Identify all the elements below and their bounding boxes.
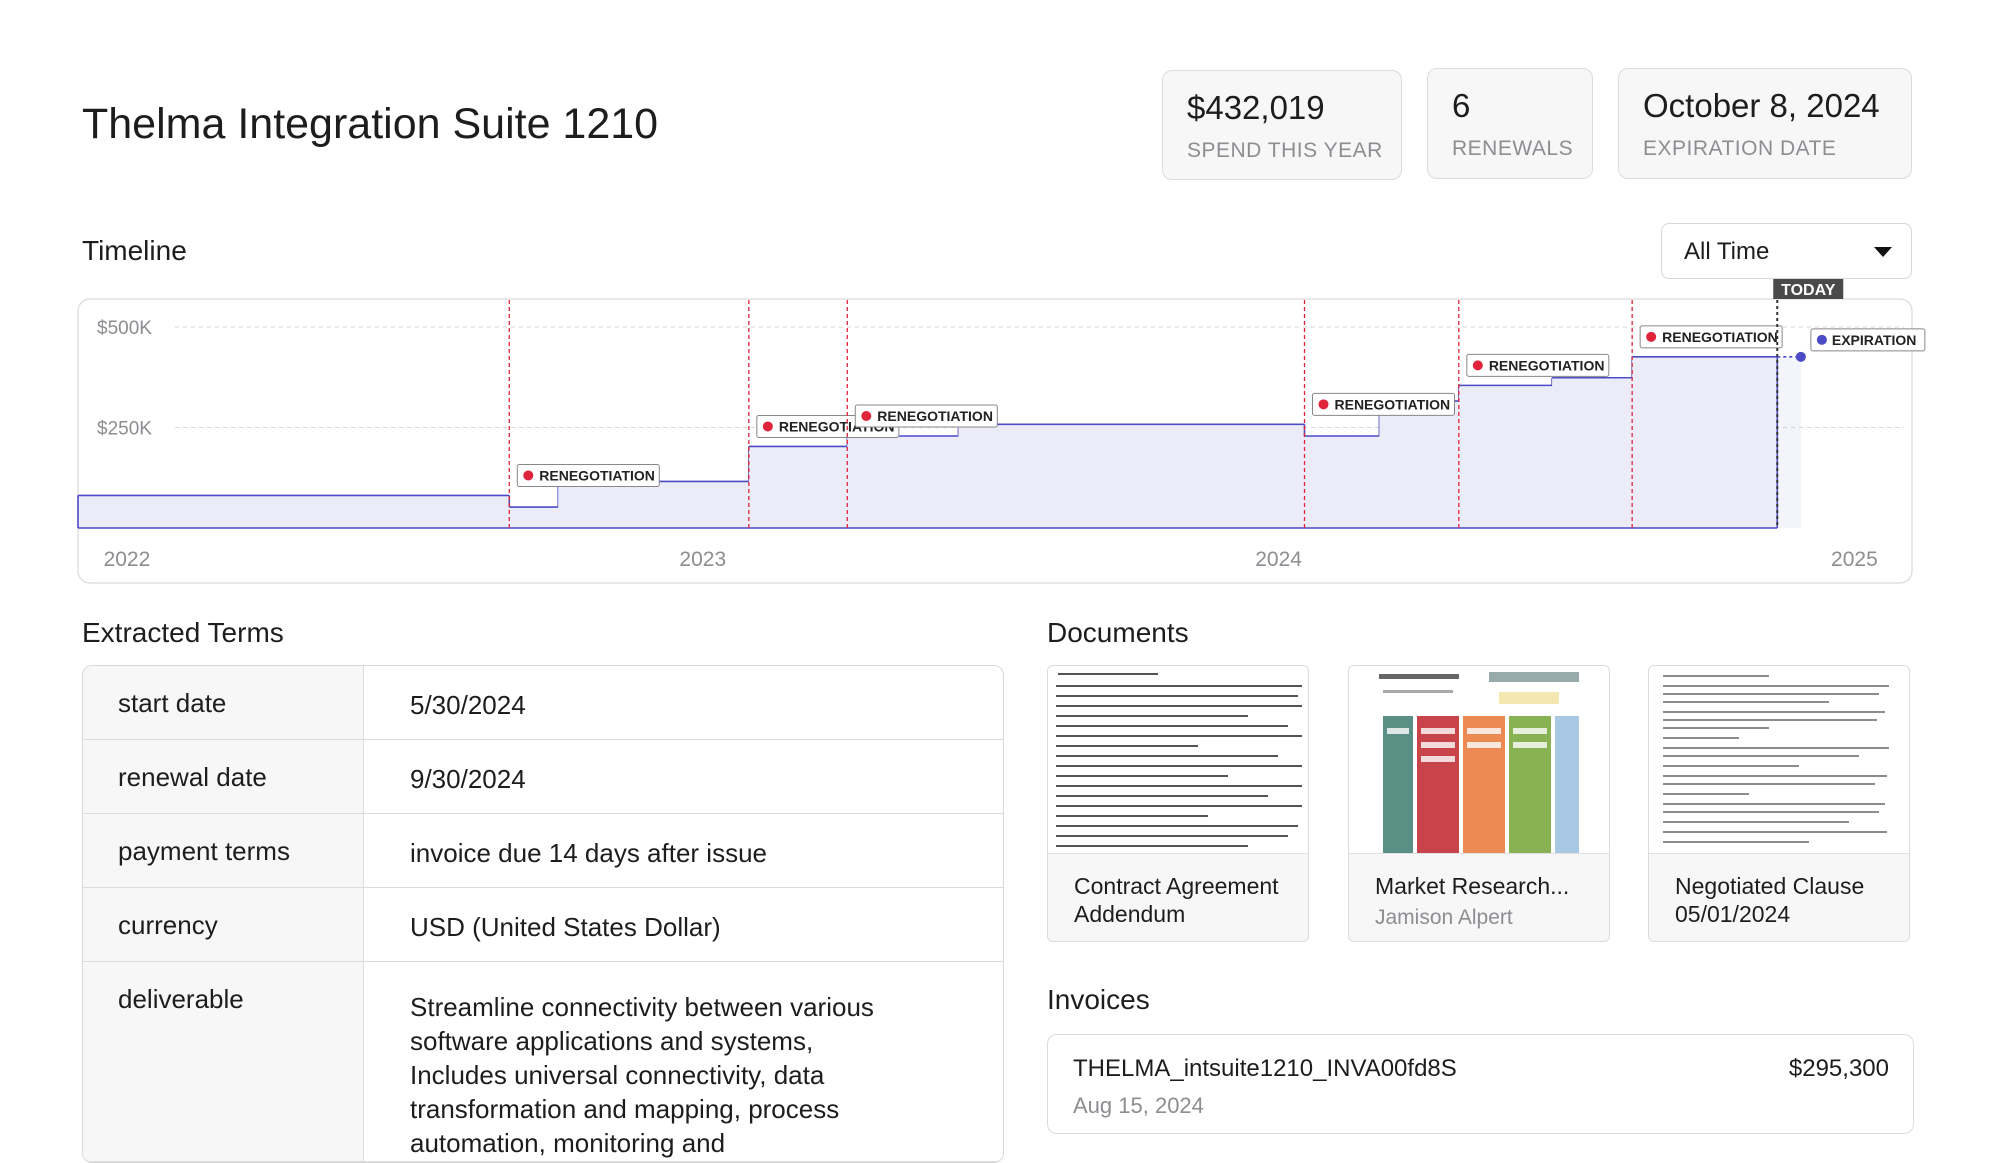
step-area (1458, 385, 1553, 528)
event-tag-label: RENEGOTIATION (539, 467, 655, 483)
step-area (1552, 377, 1633, 528)
event-tag-dot (1318, 399, 1329, 410)
step-area (509, 507, 559, 528)
event-tag: RENEGOTIATION (516, 463, 660, 487)
page: Thelma Integration Suite 1210 $432,019 S… (77, 68, 1926, 1163)
document-thumbnail (1649, 666, 1909, 854)
step-area (78, 495, 510, 528)
step-area (1379, 401, 1459, 528)
term-value: Streamline connectivity between various … (410, 992, 874, 1158)
term-value: invoice due 14 days after issue (410, 838, 767, 868)
step-area (1304, 435, 1380, 528)
step-area (748, 446, 848, 528)
invoice-date: Aug 15, 2024 (1073, 1093, 1204, 1118)
terms-row: deliverable Streamline connectivity betwe… (83, 962, 1003, 1162)
document-card[interactable]: Negotiated Clause 05/01/2024 (1648, 665, 1910, 942)
event-tag-dot (523, 470, 534, 481)
event-tag-box (1466, 353, 1610, 377)
expiration-point (1795, 351, 1806, 362)
expiration-tag-box (1810, 328, 1926, 352)
event-tag: RENEGOTIATION (1466, 353, 1610, 377)
expiration-tag-dot (1816, 334, 1827, 345)
section-title: Invoices (1047, 984, 1150, 1015)
document-card[interactable]: Contract Agreement Addendum (1047, 665, 1309, 942)
event-tag-box (854, 404, 998, 428)
event-tag: RENEGOTIATION (1312, 392, 1456, 416)
document-thumbnail (1349, 666, 1609, 854)
event-tag-box (516, 463, 660, 487)
expiration-tag-label: EXPIRATION (1832, 332, 1917, 348)
section-title: Extracted Terms (82, 617, 284, 648)
x-tick-label: 2022 (104, 548, 151, 571)
today-label: TODAY (1781, 282, 1836, 299)
today-badge (1773, 279, 1844, 299)
stat-value: 6 (1452, 87, 1471, 124)
terms-row: renewal date 9/30/2024 (83, 740, 1003, 814)
y-tick-label: $250K (97, 419, 152, 440)
x-tick-label: 2025 (1831, 548, 1878, 571)
y-tick-label: $500K (97, 318, 152, 339)
event-tag: RENEGOTIATION (1639, 325, 1783, 349)
event-tag-dot (762, 421, 773, 432)
step-area (958, 424, 1305, 528)
event-tag-box (1312, 392, 1456, 416)
term-value: 9/30/2024 (410, 764, 526, 794)
term-value: USD (United States Dollar) (410, 912, 721, 942)
document-title: Contract Agreement Addendum (1074, 873, 1279, 927)
event-tag-label: RENEGOTIATION (1335, 396, 1451, 412)
step-area (1632, 356, 1778, 528)
stat-value: $432,019 (1187, 89, 1325, 126)
term-key: currency (83, 888, 364, 961)
event-tag-dot (861, 410, 872, 421)
section-title: Timeline (82, 235, 187, 266)
document-thumbnail (1048, 666, 1308, 854)
dropdown-caret (1874, 247, 1892, 257)
terms-table: start date 5/30/2024 renewal date 9/30/202… (82, 665, 1004, 1163)
invoice-name: THELMA_intsuite1210_INVA00fd8S (1073, 1055, 1457, 1082)
terms-row: currency USD (United States Dollar) (83, 888, 1003, 962)
section-title: Documents (1047, 617, 1189, 648)
terms-row: payment terms invoice due 14 days after i… (83, 814, 1003, 888)
x-tick-label: 2024 (1255, 548, 1302, 571)
stat-label: EXPIRATION DATE (1643, 137, 1837, 160)
step-area (558, 481, 749, 528)
event-tag-label: RENEGOTIATION (1489, 357, 1605, 373)
term-key: renewal date (83, 740, 364, 813)
event-tag-dot (1472, 360, 1483, 371)
document-title: Market Research... (1375, 873, 1570, 899)
term-value: 5/30/2024 (410, 690, 526, 720)
timeline-chart: $250K $500K 2022 2023 2024 2025 RENEGOTIATION R… (77, 279, 1926, 584)
range-dropdown[interactable]: All Time (1661, 223, 1912, 279)
term-key: payment terms (83, 814, 364, 887)
page-title: Thelma Integration Suite 1210 (82, 100, 659, 148)
invoice-card[interactable]: THELMA_intsuite1210_INVA00fd8S $295,300 … (1047, 1034, 1914, 1134)
stat-value: October 8, 2024 (1643, 87, 1880, 124)
document-author: Jamison Alpert (1375, 906, 1513, 929)
event-tag-label: RENEGOTIATION (1662, 329, 1778, 345)
event-tag-label: RENEGOTIATION (877, 408, 993, 424)
stat-card: 6 RENEWALS (1427, 68, 1593, 179)
invoice-amount: $295,300 (1788, 1055, 1889, 1082)
projection-area (1777, 356, 1801, 528)
terms-row: start date 5/30/2024 (83, 666, 1003, 740)
stat-card: $432,019 SPEND THIS YEAR (1162, 70, 1402, 180)
document-card[interactable]: Market Research... Jamison Alpert (1348, 665, 1610, 942)
term-key: deliverable (83, 962, 364, 1161)
stat-card: October 8, 2024 EXPIRATION DATE (1618, 68, 1912, 179)
event-tag-dot (1646, 331, 1657, 342)
stat-label: SPEND THIS YEAR (1187, 139, 1383, 162)
document-title: Negotiated Clause 05/01/2024 (1675, 873, 1865, 927)
dropdown-label: All Time (1684, 238, 1770, 265)
event-tag-box (1639, 325, 1783, 349)
event-tag: RENEGOTIATION (854, 404, 998, 428)
step-area (847, 435, 959, 528)
stat-label: RENEWALS (1452, 137, 1574, 160)
term-key: start date (83, 666, 364, 739)
x-tick-label: 2023 (679, 548, 726, 571)
